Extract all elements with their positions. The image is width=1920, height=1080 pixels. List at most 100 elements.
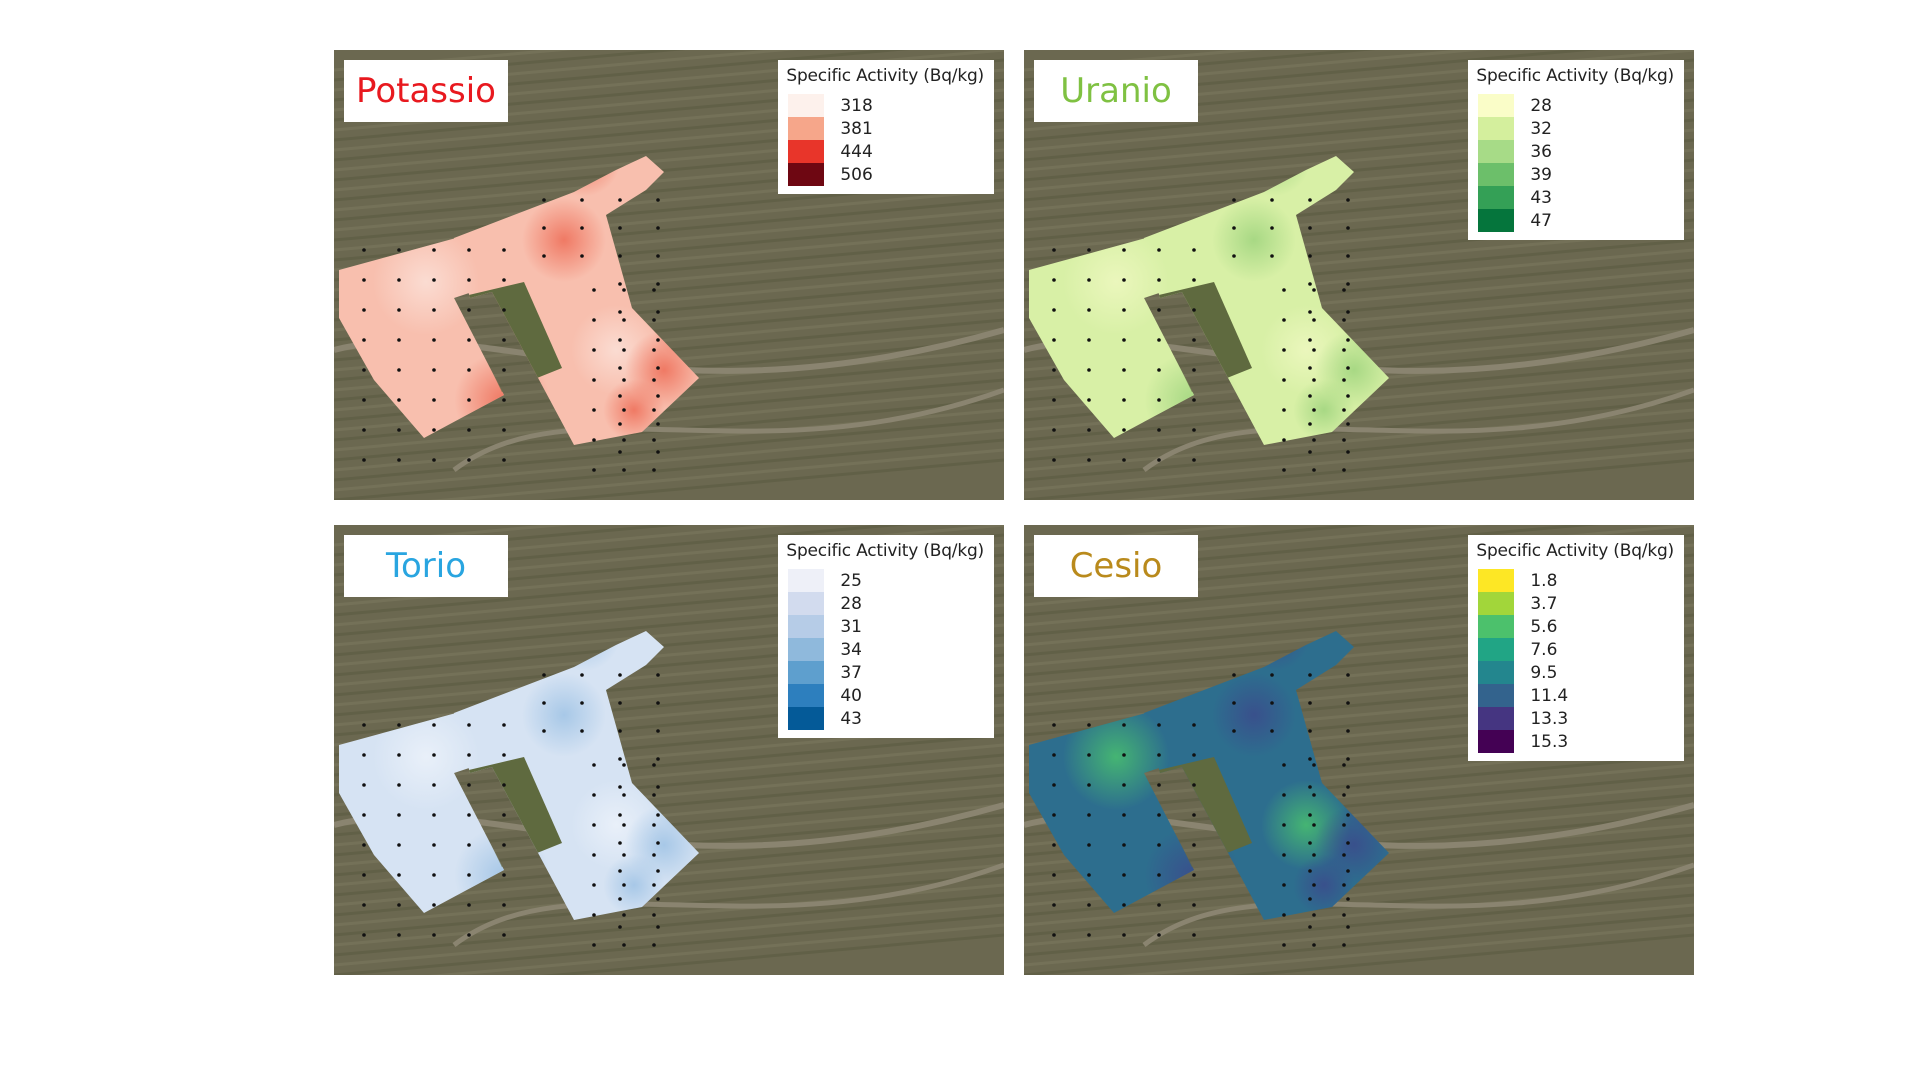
map-area-torio — [334, 525, 1004, 975]
sample-point — [656, 422, 660, 426]
sample-point — [542, 226, 546, 230]
sample-point — [1346, 366, 1350, 370]
sample-point — [618, 673, 622, 677]
sample-point — [1087, 428, 1091, 432]
sample-point — [1087, 723, 1091, 727]
vineyard-row — [428, 448, 1004, 500]
sample-point — [1308, 310, 1312, 314]
legend-rows: 1.8 3.7 5.6 7.6 9.5 11.4 13.3 15.3 — [1476, 569, 1674, 753]
map-title: Cesio — [1069, 546, 1163, 586]
sample-point — [1087, 398, 1091, 402]
sample-point — [1308, 785, 1312, 789]
sample-point — [1346, 785, 1350, 789]
legend-label: 318 — [840, 95, 873, 116]
sample-point — [1052, 308, 1056, 312]
sample-point — [618, 366, 622, 370]
sample-point — [1312, 318, 1316, 322]
sample-point — [618, 198, 622, 202]
sample-point — [432, 873, 436, 877]
sample-point — [502, 398, 506, 402]
sample-point — [1157, 368, 1161, 372]
vineyard-row — [1024, 438, 1694, 500]
sample-point — [652, 793, 656, 797]
sample-point — [1270, 673, 1274, 677]
sample-point — [1232, 254, 1236, 258]
sample-point — [1087, 278, 1091, 282]
legend-swatch — [788, 684, 825, 707]
vineyard-row — [1024, 903, 1694, 967]
sample-point — [1312, 378, 1316, 382]
sample-point — [592, 793, 596, 797]
sample-point — [1342, 468, 1346, 472]
sample-point — [1282, 913, 1286, 917]
sample-point — [432, 933, 436, 937]
sample-point — [1157, 458, 1161, 462]
vineyard-row — [1230, 933, 1694, 975]
sample-point — [652, 288, 656, 292]
legend-label: 39 — [1530, 164, 1552, 185]
sample-point — [502, 753, 506, 757]
sample-point — [580, 673, 584, 677]
sample-point — [362, 368, 366, 372]
legend-swatch — [1478, 615, 1515, 638]
sample-point — [1087, 813, 1091, 817]
sample-point — [1342, 913, 1346, 917]
vineyard-row — [334, 378, 1004, 442]
sample-point — [397, 368, 401, 372]
sample-point — [362, 278, 366, 282]
sample-point — [397, 723, 401, 727]
sample-point — [467, 428, 471, 432]
sample-point — [1282, 378, 1286, 382]
sample-point — [1308, 757, 1312, 761]
sample-point — [1157, 398, 1161, 402]
sample-point — [432, 458, 436, 462]
sample-point — [502, 368, 506, 372]
sample-point — [397, 753, 401, 757]
sample-point — [397, 428, 401, 432]
sample-point — [1192, 278, 1196, 282]
sample-point — [1282, 793, 1286, 797]
sample-point — [1232, 701, 1236, 705]
sample-point — [656, 366, 660, 370]
vineyard-row — [1024, 913, 1694, 975]
legend-label: 13.3 — [1530, 708, 1569, 729]
sample-point — [618, 757, 622, 761]
sample-point — [1157, 278, 1161, 282]
sample-point — [656, 338, 660, 342]
sample-point — [656, 450, 660, 454]
legend-item: 43 — [786, 707, 984, 730]
sample-point — [1308, 254, 1312, 258]
sample-point — [1192, 813, 1196, 817]
sample-point — [1282, 883, 1286, 887]
sample-point — [397, 278, 401, 282]
sample-point — [397, 338, 401, 342]
sample-point — [1282, 288, 1286, 292]
sample-point — [1312, 853, 1316, 857]
sample-point — [618, 310, 622, 314]
sample-point — [1087, 368, 1091, 372]
sample-point — [362, 428, 366, 432]
vineyard-row — [1024, 863, 1694, 927]
legend-swatch — [1478, 163, 1515, 186]
sample-point — [397, 843, 401, 847]
sample-point — [432, 278, 436, 282]
sample-point — [397, 398, 401, 402]
legend-item: 5.6 — [1476, 615, 1674, 638]
sample-point — [1122, 783, 1126, 787]
vineyard-row — [334, 388, 1004, 452]
legend-item: 444 — [786, 140, 984, 163]
sample-point — [502, 723, 506, 727]
legend-title: Specific Activity (Bq/kg) — [1476, 541, 1674, 561]
vineyard-row — [334, 893, 1004, 957]
sample-point — [656, 841, 660, 845]
vineyard-row — [334, 188, 1004, 252]
sample-point — [1052, 753, 1056, 757]
sample-point — [1342, 288, 1346, 292]
sample-point — [1308, 226, 1312, 230]
sample-point — [618, 701, 622, 705]
sample-point — [618, 338, 622, 342]
sample-point — [362, 458, 366, 462]
sample-point — [1342, 823, 1346, 827]
sample-point — [432, 308, 436, 312]
legend-label: 37 — [840, 662, 862, 683]
